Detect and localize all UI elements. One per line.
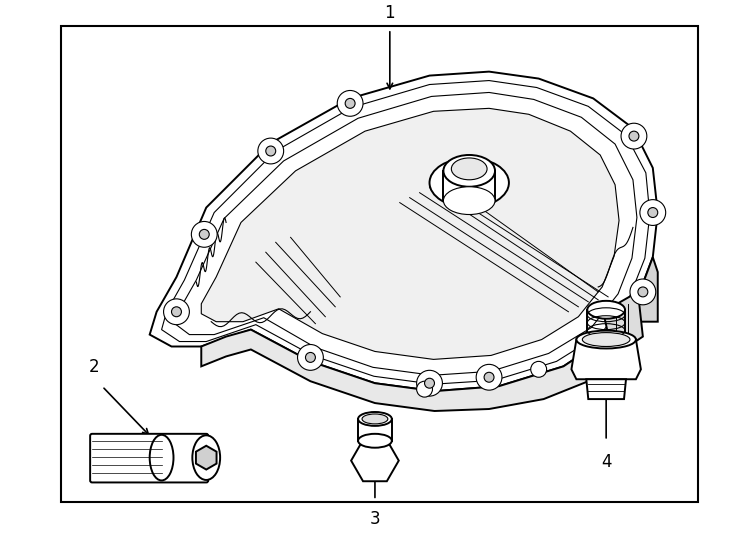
Ellipse shape xyxy=(443,187,495,214)
Circle shape xyxy=(305,353,316,362)
Circle shape xyxy=(164,299,189,325)
Polygon shape xyxy=(572,340,641,379)
Text: 2: 2 xyxy=(89,358,99,376)
Ellipse shape xyxy=(150,435,173,481)
Circle shape xyxy=(337,91,363,116)
Ellipse shape xyxy=(192,435,220,480)
Polygon shape xyxy=(201,109,619,360)
Circle shape xyxy=(297,345,324,370)
Polygon shape xyxy=(150,72,658,391)
Circle shape xyxy=(638,287,648,297)
Circle shape xyxy=(629,131,639,141)
Circle shape xyxy=(192,221,217,247)
Polygon shape xyxy=(603,292,643,356)
Circle shape xyxy=(531,361,547,377)
Ellipse shape xyxy=(362,414,388,424)
Circle shape xyxy=(424,378,435,388)
Ellipse shape xyxy=(443,155,495,187)
Circle shape xyxy=(484,372,494,382)
Ellipse shape xyxy=(451,158,487,180)
Circle shape xyxy=(258,138,283,164)
Text: 3: 3 xyxy=(370,510,380,528)
Ellipse shape xyxy=(429,158,509,207)
Ellipse shape xyxy=(582,333,630,347)
Circle shape xyxy=(621,123,647,149)
Circle shape xyxy=(345,98,355,109)
Circle shape xyxy=(417,381,432,397)
Circle shape xyxy=(200,230,209,239)
Bar xyxy=(61,25,699,503)
Ellipse shape xyxy=(358,412,392,426)
Ellipse shape xyxy=(576,330,636,348)
Polygon shape xyxy=(638,257,658,322)
Text: 1: 1 xyxy=(385,4,395,22)
Text: 4: 4 xyxy=(601,453,611,471)
Circle shape xyxy=(648,207,658,218)
Polygon shape xyxy=(201,297,638,411)
Ellipse shape xyxy=(587,332,625,347)
Circle shape xyxy=(172,307,181,317)
Circle shape xyxy=(417,370,443,396)
Ellipse shape xyxy=(358,434,392,448)
Circle shape xyxy=(476,364,502,390)
Circle shape xyxy=(640,200,666,225)
FancyBboxPatch shape xyxy=(90,434,208,482)
Ellipse shape xyxy=(587,301,625,319)
Polygon shape xyxy=(586,379,626,399)
Circle shape xyxy=(630,279,655,305)
Circle shape xyxy=(266,146,276,156)
